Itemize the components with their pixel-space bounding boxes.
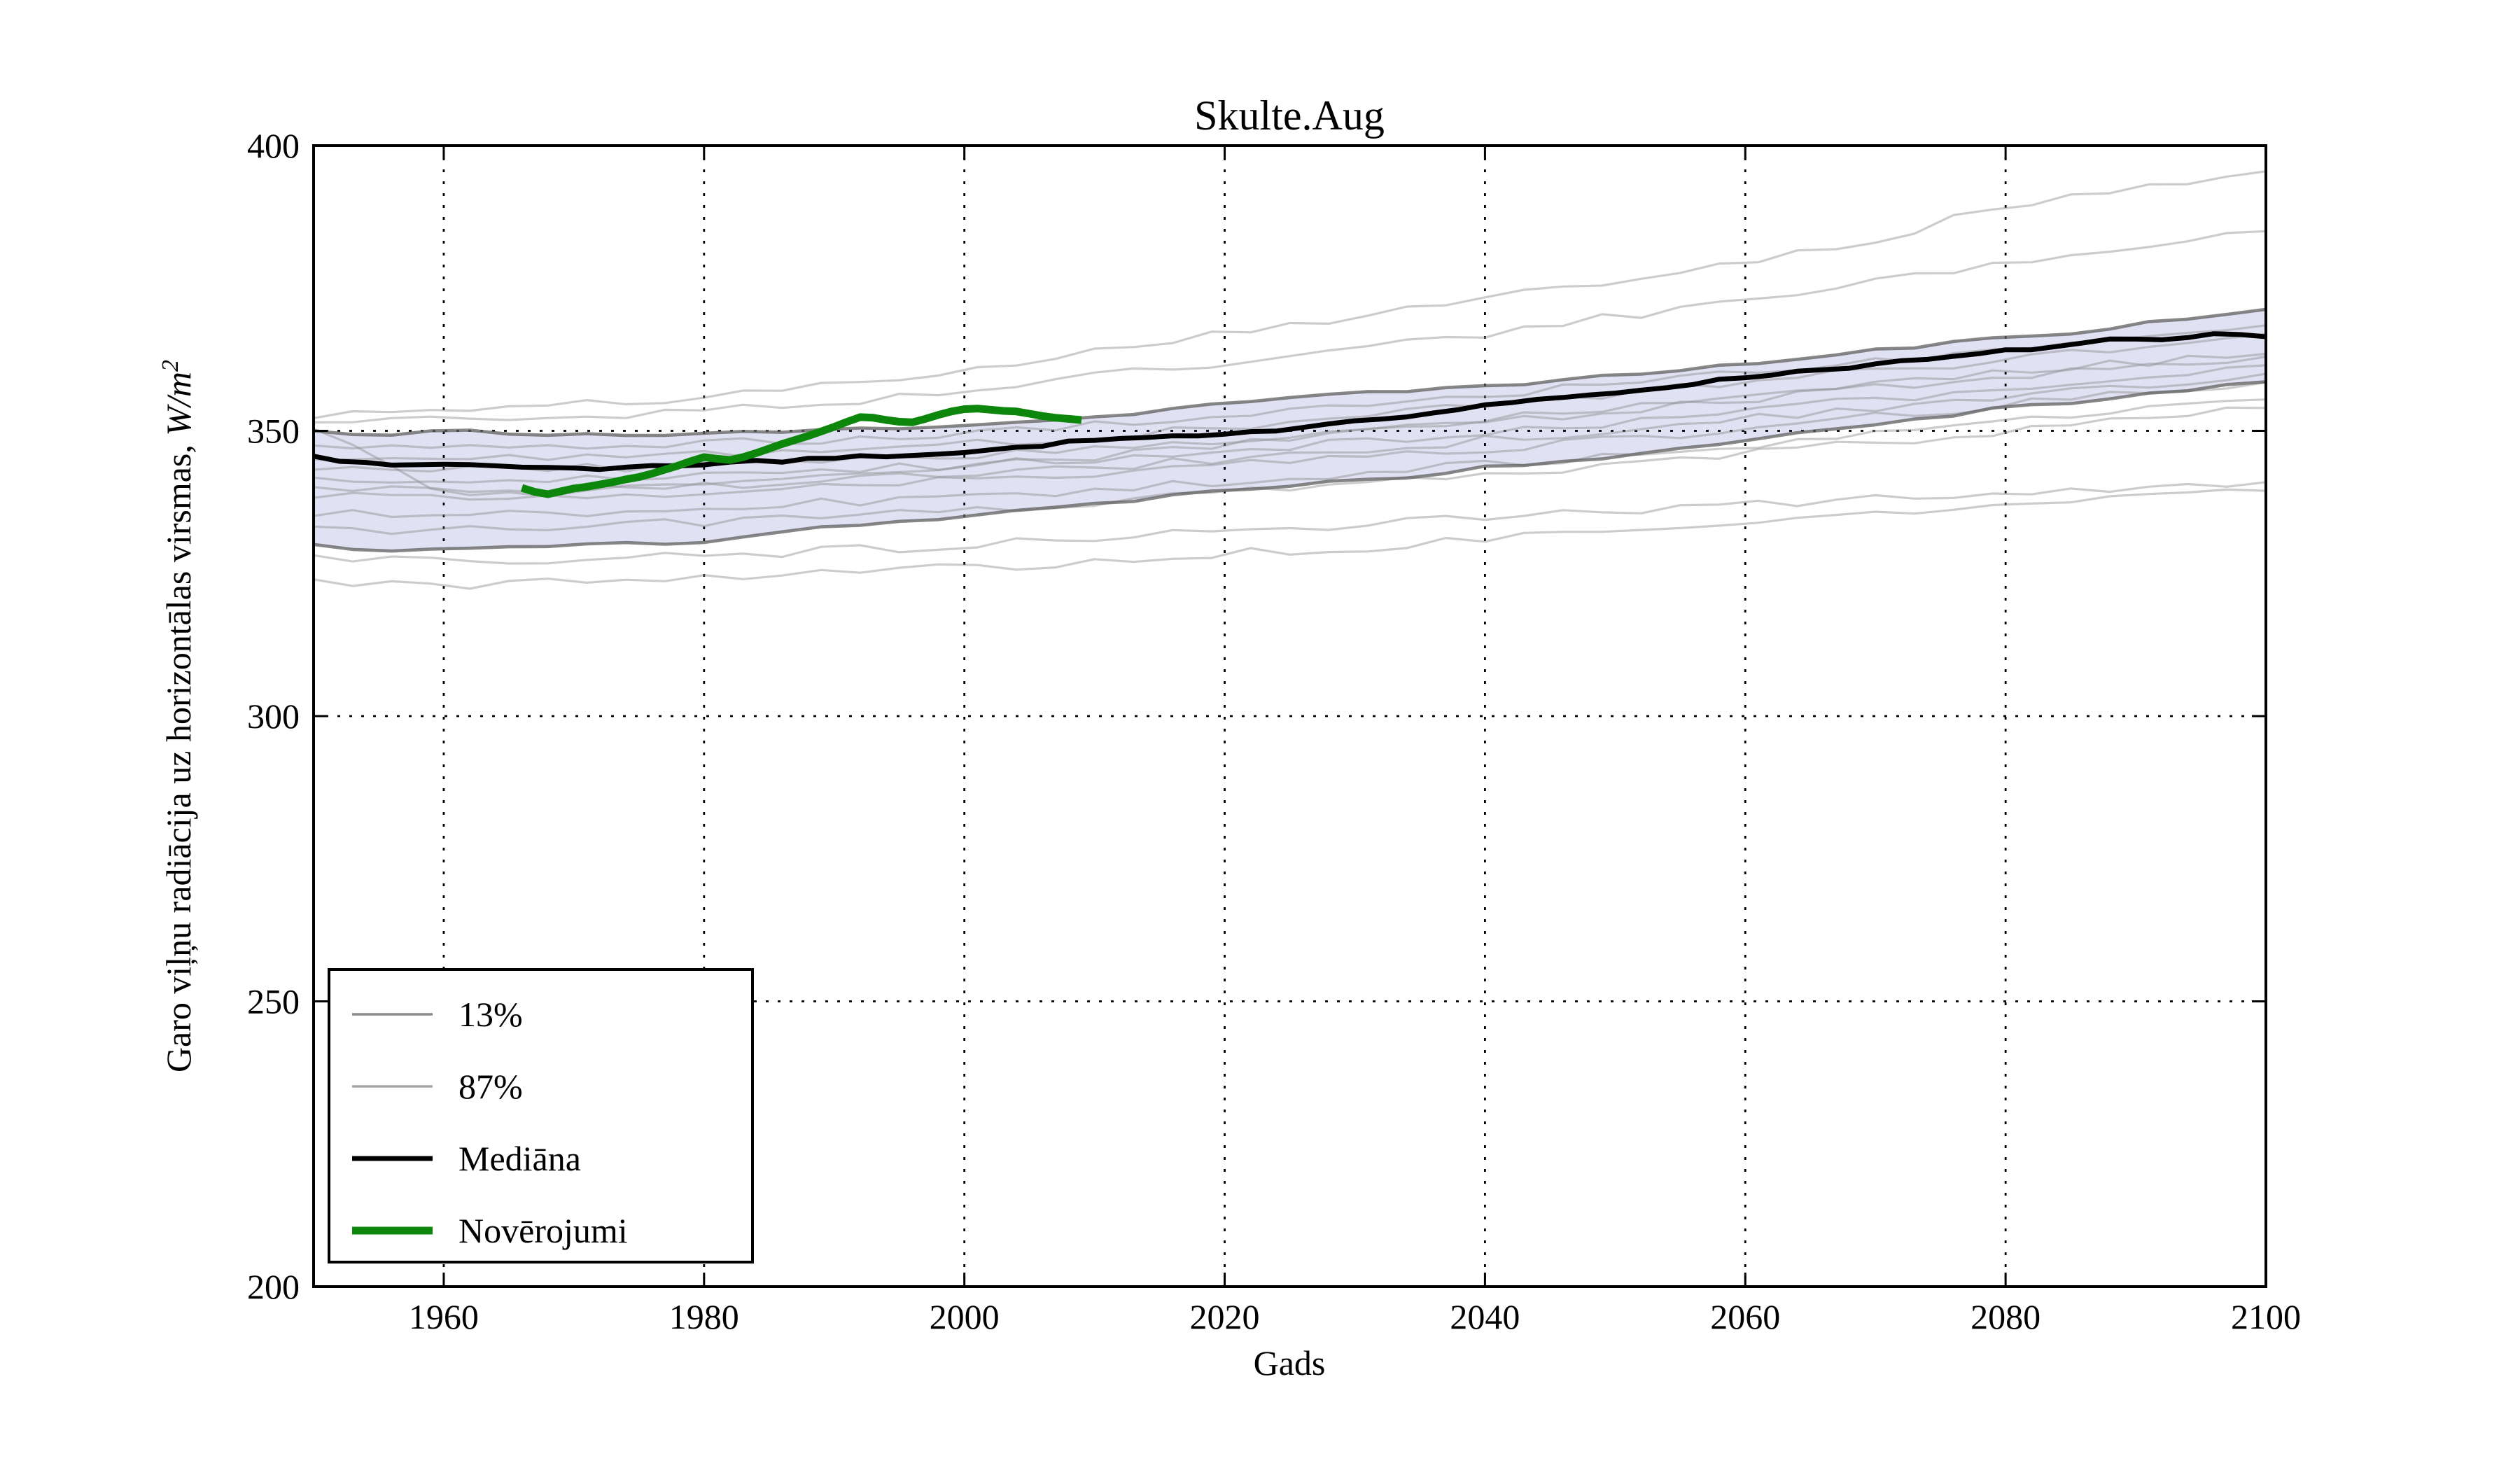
observations-line <box>520 405 1082 498</box>
legend-label-1: 13% <box>458 995 523 1034</box>
legend-label-4: Novērojumi <box>458 1211 628 1250</box>
ensemble-member-13-line <box>314 488 2266 590</box>
ensemble-member-9-line <box>314 381 2266 501</box>
tick-label-layer: 1960 1980 2000 2020 2040 2060 2080 2100 200 250 30… <box>247 126 2301 1336</box>
y-tick-label: 400 <box>247 126 300 165</box>
percentile-87-line <box>314 307 2266 438</box>
chart-title: Skulte.Aug <box>1194 92 1385 139</box>
legend-label-3: Mediāna <box>458 1139 581 1178</box>
x-axis-label: Gads <box>1254 1343 1326 1382</box>
ensemble-member-5-line <box>314 332 2266 461</box>
x-tick-label: 2020 <box>1190 1297 1260 1336</box>
y-tick-label: 250 <box>247 982 300 1021</box>
median-line <box>314 331 2266 472</box>
series-layer <box>314 170 2266 590</box>
legend-label-2: 87% <box>458 1067 523 1106</box>
ensemble-member-11-line <box>314 406 2266 536</box>
y-axis-label: Garo viļņu radiācija uz horizontālas vir… <box>158 360 198 1072</box>
y-tick-label: 200 <box>247 1267 300 1306</box>
legend-box: 13% 87% Mediāna Novērojumi <box>328 968 754 1264</box>
x-tick-label: 2040 <box>1450 1297 1520 1336</box>
ensemble-member-3-line <box>314 352 2266 498</box>
ensemble-member-6-line <box>314 356 2266 472</box>
ensemble-member-1-line <box>314 170 2266 419</box>
legend-frame <box>328 968 754 1264</box>
ensemble-member-10-line <box>314 398 2266 519</box>
ensemble-member-8-line <box>314 372 2266 494</box>
tick-layer <box>314 144 2267 1288</box>
x-tick-label: 2060 <box>1710 1297 1780 1336</box>
percentile-13-line <box>314 380 2266 553</box>
y-tick-label: 300 <box>247 696 300 736</box>
ensemble-member-2-line <box>314 230 2266 424</box>
x-tick-label: 2080 <box>1970 1297 2040 1336</box>
x-tick-label: 2100 <box>2231 1297 2301 1336</box>
x-tick-label: 2000 <box>930 1297 1000 1336</box>
x-tick-label: 1960 <box>409 1297 479 1336</box>
y-tick-label: 350 <box>247 412 300 451</box>
x-tick-label: 1980 <box>669 1297 739 1336</box>
ensemble-member-12-line <box>314 481 2266 565</box>
